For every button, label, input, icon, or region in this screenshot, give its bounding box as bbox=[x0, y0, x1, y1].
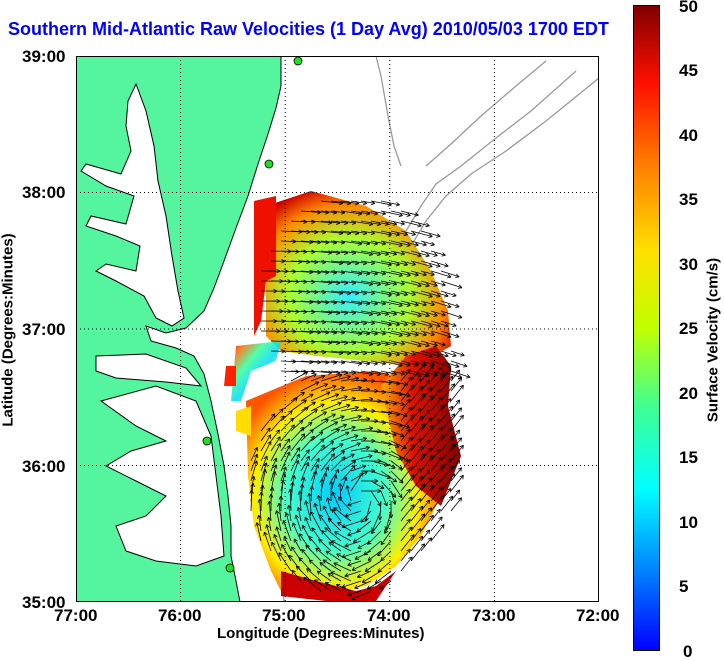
current-vector-head bbox=[399, 216, 403, 217]
current-vector-head bbox=[388, 205, 392, 206]
current-vector-head bbox=[321, 375, 325, 376]
current-vector-head bbox=[333, 363, 337, 365]
current-vector-head bbox=[455, 367, 459, 368]
current-vector-head bbox=[431, 245, 435, 246]
current-vector-head bbox=[434, 256, 438, 257]
current-vector-head bbox=[368, 560, 372, 561]
current-vector-head bbox=[363, 204, 367, 205]
current-vector-head bbox=[382, 364, 386, 365]
y-tick-label: 38:00 bbox=[22, 184, 65, 201]
colorbar-tick-label: 5 bbox=[679, 578, 688, 595]
current-vector-head bbox=[358, 364, 362, 365]
current-vector-head bbox=[458, 288, 462, 289]
current-vector-head bbox=[455, 307, 459, 308]
current-vector-head bbox=[447, 277, 451, 278]
current-vector-head bbox=[463, 366, 467, 367]
current-vector-head bbox=[415, 245, 419, 246]
current-vector-head bbox=[357, 443, 361, 444]
colorbar-tick-label: 45 bbox=[679, 62, 698, 79]
current-vector-head bbox=[436, 266, 440, 267]
current-vector-head bbox=[305, 517, 306, 521]
current-vector-head bbox=[466, 377, 470, 378]
current-vector-head bbox=[347, 477, 348, 481]
current-vector-head bbox=[267, 456, 268, 460]
current-vector-head bbox=[412, 235, 416, 236]
x-tick-label: 76:00 bbox=[158, 607, 201, 624]
x-tick-label: 74:00 bbox=[367, 607, 410, 624]
colorbar-tick-label: 10 bbox=[679, 514, 698, 531]
x-axis-title: Longitude (Degrees:Minutes) bbox=[217, 626, 425, 641]
current-vector-head bbox=[319, 515, 320, 519]
current-vector-head bbox=[455, 277, 459, 278]
current-vector bbox=[451, 475, 463, 491]
current-vector-head bbox=[444, 296, 448, 297]
current-vector bbox=[431, 525, 444, 541]
current-vector-head bbox=[341, 451, 345, 452]
current-vector-head bbox=[452, 326, 456, 327]
x-tick-label: 73:00 bbox=[472, 607, 515, 624]
current-vector-head bbox=[382, 214, 386, 215]
radar-station-marker[interactable] bbox=[203, 437, 211, 445]
colorbar bbox=[633, 5, 660, 651]
current-vector-head bbox=[398, 459, 402, 460]
y-tick-label: 39:00 bbox=[22, 48, 65, 65]
x-tick-label: 72:00 bbox=[576, 607, 619, 624]
colorbar-tick-label: 20 bbox=[679, 385, 698, 402]
y-tick-label: 35:00 bbox=[22, 594, 65, 611]
colorbar-tick-label: 0 bbox=[683, 643, 692, 660]
colorbar-tick-label: 35 bbox=[679, 191, 698, 208]
current-vector-head bbox=[455, 337, 459, 338]
page-title: Southern Mid-Atlantic Raw Velocities (1 … bbox=[8, 20, 609, 38]
colorbar-tick-label: 40 bbox=[679, 127, 698, 144]
current-vector-head bbox=[407, 216, 411, 217]
current-vector bbox=[451, 498, 462, 511]
colorbar-title: Surface Velocity (cm/s) bbox=[706, 258, 721, 422]
y-axis-title: Latitude (Degrees:Minutes) bbox=[1, 233, 16, 426]
colorbar-tick-label: 15 bbox=[679, 449, 698, 466]
colorbar-tick-label: 50 bbox=[679, 0, 698, 15]
current-vector-head bbox=[352, 461, 356, 462]
current-vector-head bbox=[418, 226, 422, 227]
current-vector-head bbox=[341, 363, 345, 365]
current-vector-head bbox=[444, 266, 448, 267]
current-vector-head bbox=[452, 296, 456, 297]
current-vector-head bbox=[452, 356, 456, 357]
current-vector bbox=[451, 415, 463, 431]
current-vector-head bbox=[387, 502, 388, 506]
current-vector-head bbox=[401, 224, 405, 225]
radar-station-marker[interactable] bbox=[294, 57, 302, 65]
current-vector-head bbox=[371, 203, 375, 204]
current-vector-head bbox=[436, 236, 440, 237]
current-vector-head bbox=[426, 226, 430, 227]
current-vector-head bbox=[442, 255, 446, 256]
y-tick-label: 37:00 bbox=[22, 321, 65, 338]
current-vector-head bbox=[335, 394, 339, 395]
current-vector bbox=[411, 544, 425, 561]
current-vector-head bbox=[423, 245, 427, 246]
current-vector-head bbox=[444, 356, 448, 357]
current-vector-head bbox=[426, 256, 430, 257]
current-vector-head bbox=[400, 436, 404, 437]
current-vector-head bbox=[374, 364, 378, 365]
radar-station-marker[interactable] bbox=[226, 564, 234, 572]
current-vector-head bbox=[460, 356, 464, 357]
current-vector bbox=[451, 385, 463, 401]
current-vector-head bbox=[442, 285, 446, 286]
colorbar-tick-label: 25 bbox=[679, 320, 698, 337]
current-vector-head bbox=[428, 267, 432, 268]
current-vector-head bbox=[447, 307, 451, 308]
map-plot-area[interactable] bbox=[76, 56, 599, 602]
y-tick-label: 36:00 bbox=[22, 458, 65, 475]
radar-station-marker[interactable] bbox=[265, 160, 273, 168]
current-vector-head bbox=[458, 318, 462, 319]
current-vector-head bbox=[396, 205, 400, 206]
x-tick-label: 75:00 bbox=[262, 607, 305, 624]
current-vector-head bbox=[366, 364, 370, 365]
colorbar-tick-label: 30 bbox=[679, 256, 698, 273]
current-vector-head bbox=[428, 237, 432, 238]
